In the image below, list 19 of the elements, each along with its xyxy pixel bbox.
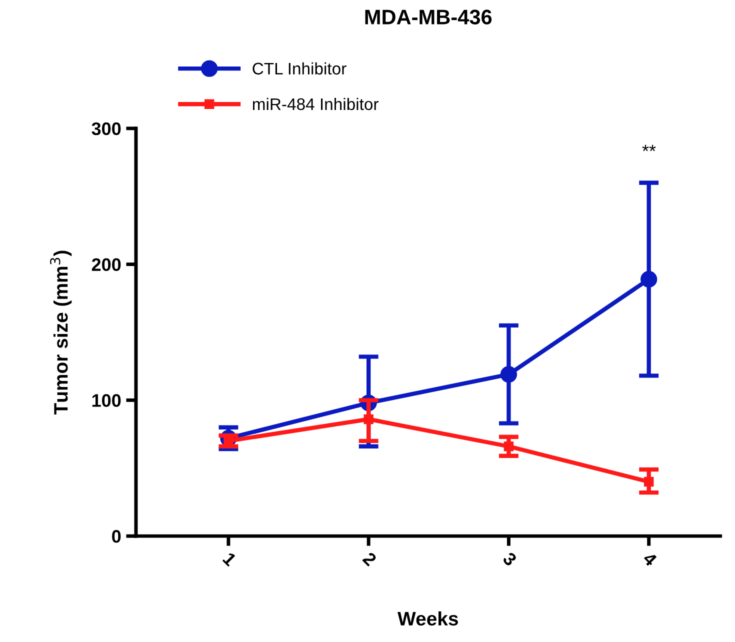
chart-title: MDA-MB-436 <box>365 10 492 24</box>
y-tick-label: 0 <box>112 530 121 543</box>
y-tick-label: 200 <box>92 258 121 272</box>
point <box>640 270 658 288</box>
x-axis-title: Weeks <box>398 611 458 626</box>
annotation: ** <box>642 144 656 152</box>
x-tick-label: 1 <box>222 552 238 567</box>
legend-label: CTL Inhibitor <box>252 62 346 75</box>
legend-label: miR-484 Inhibitor <box>252 98 378 110</box>
point <box>364 414 374 424</box>
x-tick-label: 2 <box>362 551 378 566</box>
y-axis-title: Tumor size (mm$^{3}$) <box>50 250 72 415</box>
y-tick-label: 100 <box>92 394 121 407</box>
point <box>644 476 654 487</box>
x-tick-label: 3 <box>502 551 518 567</box>
point <box>504 442 514 452</box>
x-tick-label: 4 <box>642 551 658 567</box>
point <box>500 366 518 383</box>
y-tick-label: 300 <box>92 122 121 136</box>
